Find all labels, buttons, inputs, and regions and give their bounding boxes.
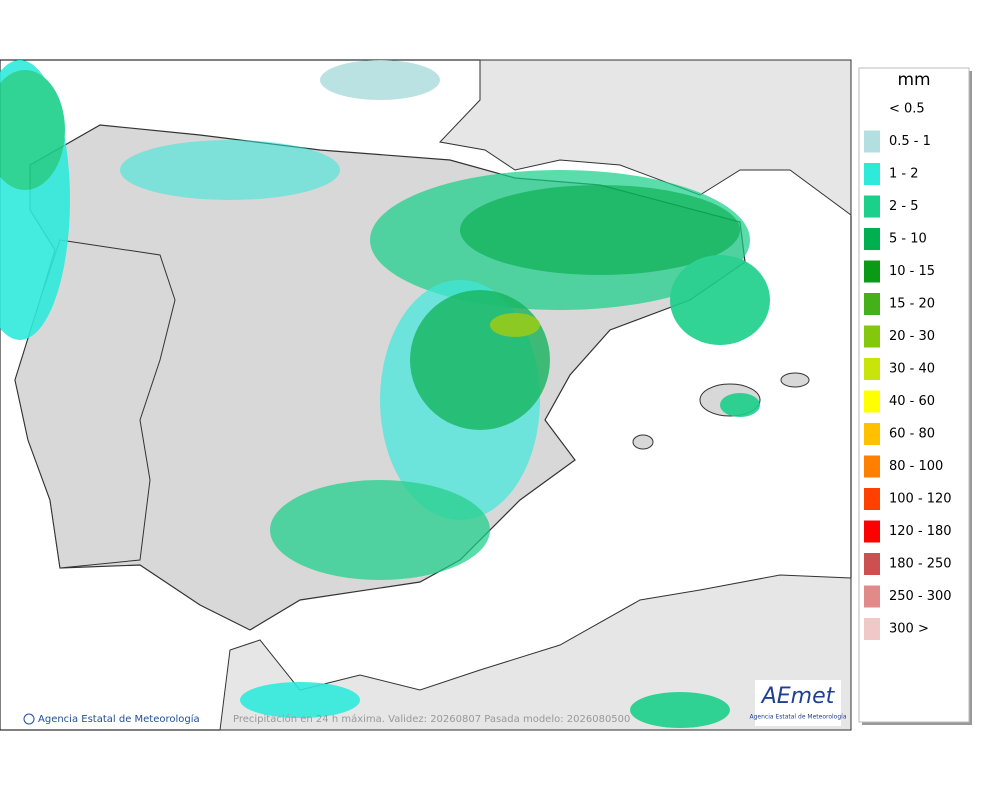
legend-label: 60 - 80 <box>889 427 935 442</box>
legend-label: 1 - 2 <box>889 167 919 182</box>
legend-label: 250 - 300 <box>889 589 952 604</box>
france <box>438 59 852 216</box>
rain-area <box>120 140 340 200</box>
rain-area <box>630 692 730 728</box>
rain-area <box>270 480 490 580</box>
legend-label: 300 > <box>889 622 929 637</box>
legend-swatch <box>864 488 880 510</box>
logo-name: AEmet <box>760 684 836 709</box>
rain-area <box>320 60 440 100</box>
legend-swatch <box>864 293 880 315</box>
logo <box>755 680 841 726</box>
africa <box>219 574 852 731</box>
legend-label: 15 - 20 <box>889 297 935 312</box>
legend-label: 10 - 15 <box>889 264 935 279</box>
legend-swatch <box>864 618 880 640</box>
legend-swatch <box>864 228 880 250</box>
legend: mm < 0.5 0.5 - 1 1 - 2 2 - 5 5 - 10 10 - 15 15… <box>858 67 972 725</box>
legend-title: mm <box>897 70 930 90</box>
legend-swatch <box>864 358 880 380</box>
legend-label: < 0.5 <box>889 102 925 117</box>
agency-credit: Agencia Estatal de Meteorología <box>38 713 200 725</box>
legend-swatch <box>864 260 880 283</box>
legend-label: 2 - 5 <box>889 199 919 214</box>
legend-swatch <box>864 423 880 445</box>
legend-label: 5 - 10 <box>889 232 927 247</box>
rain-area <box>720 393 760 417</box>
legend-swatch <box>864 585 880 608</box>
legend-label: 20 - 30 <box>889 329 935 344</box>
portugal <box>14 239 176 569</box>
legend-swatch <box>864 163 880 185</box>
precipitation <box>0 60 770 728</box>
legend-label: 30 - 40 <box>889 362 935 377</box>
rain-area <box>460 185 740 275</box>
legend-swatch <box>864 195 880 218</box>
rain-area <box>0 70 65 190</box>
menorca <box>780 372 810 388</box>
legend-swatch <box>864 390 880 413</box>
legend-swatch <box>864 520 880 543</box>
copyright-icon <box>23 713 35 725</box>
ibiza <box>632 434 654 450</box>
legend-label: 180 - 250 <box>889 557 952 572</box>
legend-label: 120 - 180 <box>889 524 952 539</box>
legend-label: 0.5 - 1 <box>889 134 931 149</box>
legend-swatch <box>864 553 880 575</box>
rain-area <box>670 255 770 345</box>
rain-area <box>410 290 550 430</box>
caption: Precipitación en 24 h máxima. Validez: 2… <box>233 713 630 725</box>
map: Agencia Estatal de Meteorología Precipit… <box>0 59 852 731</box>
legend-label: 100 - 120 <box>889 492 952 507</box>
rain-area <box>490 313 540 337</box>
legend-swatch <box>864 325 880 348</box>
legend-swatch <box>864 130 880 153</box>
legend-label: 40 - 60 <box>889 394 935 409</box>
rain-area <box>240 682 360 718</box>
legend-swatch <box>864 455 880 478</box>
legend-label: 80 - 100 <box>889 459 943 474</box>
logo-subtitle: Agencia Estatal de Meteorología <box>750 714 847 721</box>
